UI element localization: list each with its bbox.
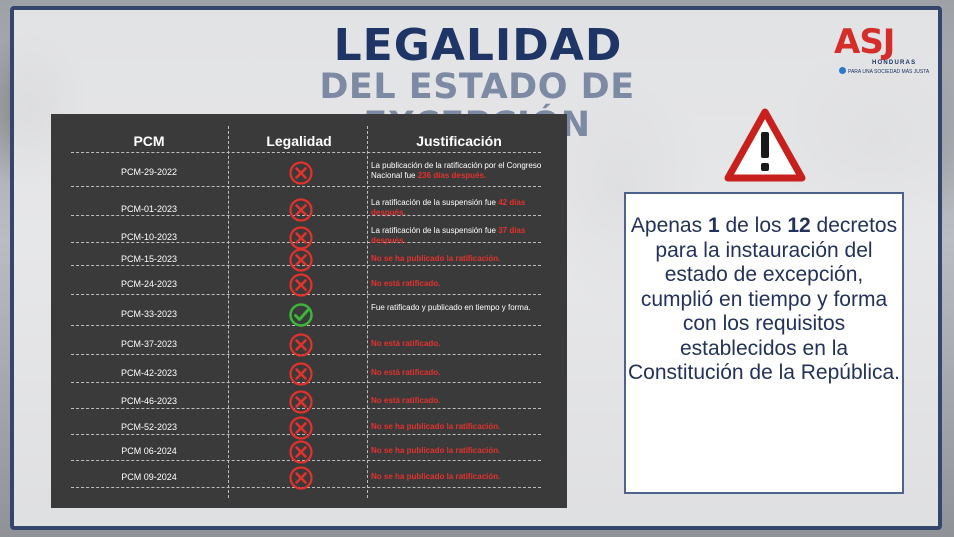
pcm-table: PCM Legalidad Justificación PCM-29-2022 L…: [51, 114, 567, 508]
red-x-circle-icon: [289, 466, 313, 490]
justificacion-plain: La publicación de la ratificación por el…: [371, 161, 542, 180]
red-x-circle-icon: [289, 273, 313, 297]
justificacion-highlight: No está ratificado.: [371, 279, 441, 288]
red-x-circle-icon: [289, 161, 313, 185]
pcm-code: PCM-15-2023: [120, 254, 178, 264]
warning-triangle-icon: [724, 108, 806, 182]
pcm-code: PCM-33-2023: [120, 309, 178, 319]
justificacion-highlight: 37 días después.: [371, 226, 526, 245]
justificacion-text: No está ratificado.: [371, 368, 549, 378]
row-divider: [71, 434, 541, 435]
info-text: Apenas 1 de los 12 decretos para la inst…: [626, 214, 902, 386]
justificacion-text: No está ratificado.: [371, 279, 549, 289]
row-divider: [71, 152, 541, 153]
justificacion-text: No está ratificado.: [371, 396, 549, 406]
pcm-code: PCM-24-2023: [120, 279, 178, 289]
row-divider: [71, 408, 541, 409]
pcm-code: PCM-29-2022: [120, 167, 178, 177]
justificacion-highlight: No está ratificado.: [371, 396, 441, 405]
logo-globe-icon: [839, 67, 846, 74]
logo-tagline: PARA UNA SOCIEDAD MÁS JUSTA: [848, 69, 930, 75]
logo-country: HONDURAS: [872, 60, 917, 66]
red-x-circle-icon: [289, 198, 313, 222]
red-x-circle-icon: [289, 416, 313, 440]
info-text-part: decretos para la instauración del estado…: [628, 214, 900, 384]
pcm-code: PCM-37-2023: [120, 339, 178, 349]
pcm-code: PCM 09-2024: [121, 472, 177, 482]
pcm-code: PCM-42-2023: [120, 368, 178, 378]
justificacion-text: No se ha publicado la ratificación.: [371, 446, 549, 456]
justificacion-text: No se ha publicado la ratificación.: [371, 422, 549, 432]
pcm-code: PCM 06-2024: [121, 446, 177, 456]
justificacion-highlight: No se ha publicado la ratificación.: [371, 472, 501, 481]
info-box: Apenas 1 de los 12 decretos para la inst…: [624, 192, 904, 494]
page-title: LEGALIDAD: [333, 20, 623, 71]
red-x-circle-icon: [289, 362, 313, 386]
justificacion-highlight: No se ha publicado la ratificación.: [371, 446, 501, 455]
justificacion-text: La ratificación de la suspensión fue 42 …: [371, 198, 549, 218]
pcm-code: PCM-52-2023: [120, 422, 178, 432]
row-divider: [71, 186, 541, 187]
info-text-part: de los: [719, 214, 788, 237]
logo-name: ASJ: [834, 22, 895, 62]
pcm-code: PCM-01-2023: [120, 204, 178, 214]
pcm-code: PCM-10-2023: [120, 232, 178, 242]
justificacion-plain: La ratificación de la suspensión fue: [371, 226, 499, 235]
justificacion-text: No se ha publicado la ratificación.: [371, 254, 549, 264]
justificacion-text: Fue ratificado y publicado en tiempo y f…: [371, 303, 549, 313]
info-number-total: 12: [787, 214, 811, 237]
red-x-circle-icon: [289, 440, 313, 464]
justificacion-plain: Fue ratificado y publicado en tiempo y f…: [371, 303, 531, 312]
column-divider: [228, 126, 229, 498]
justificacion-highlight: No está ratificado.: [371, 368, 441, 377]
info-number-compliant: 1: [707, 214, 720, 237]
justificacion-highlight: 42 días después.: [371, 198, 526, 217]
col-header-pcm: PCM: [133, 133, 165, 149]
column-divider: [367, 126, 368, 498]
justificacion-text: No se ha publicado la ratificación.: [371, 472, 549, 482]
justificacion-highlight: No se ha publicado la ratificación.: [371, 422, 501, 431]
justificacion-highlight: No se ha publicado la ratificación.: [371, 254, 501, 263]
asj-logo: ASJ HONDURAS PARA UNA SOCIEDAD MÁS JUSTA: [832, 22, 929, 80]
justificacion-text: No está ratificado.: [371, 339, 549, 349]
justificacion-plain: La ratificación de la suspensión fue: [371, 198, 499, 207]
col-header-justificacion: Justificación: [416, 133, 502, 149]
justificacion-text: La publicación de la ratificación por el…: [371, 161, 549, 181]
red-x-circle-icon: [289, 248, 313, 272]
green-check-circle-icon: [289, 303, 313, 327]
pcm-code: PCM-46-2023: [120, 396, 178, 406]
red-x-circle-icon: [289, 390, 313, 414]
red-x-circle-icon: [289, 333, 313, 357]
justificacion-highlight: 236 días después.: [417, 171, 487, 180]
info-text-part: Apenas: [630, 214, 708, 237]
justificacion-highlight: No está ratificado.: [371, 339, 441, 348]
col-header-legalidad: Legalidad: [266, 133, 332, 149]
justificacion-text: La ratificación de la suspensión fue 37 …: [371, 226, 549, 246]
